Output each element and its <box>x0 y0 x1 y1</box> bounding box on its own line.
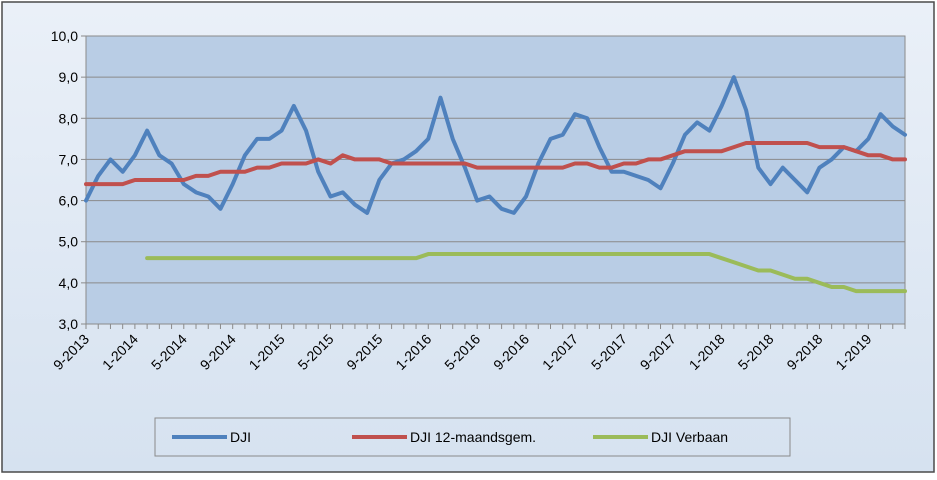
series-line <box>145 252 907 294</box>
y-tick-label: 5,0 <box>59 234 79 250</box>
y-tick-label: 9,0 <box>59 69 79 85</box>
legend-label: DJI <box>230 429 251 445</box>
y-tick-label: 8,0 <box>59 110 79 126</box>
y-tick-label: 4,0 <box>59 275 79 291</box>
plot-area <box>85 35 906 325</box>
series-line <box>84 75 907 215</box>
legend-label: DJI 12-maandsgem. <box>410 429 536 445</box>
legend <box>154 417 791 457</box>
y-tick-label: 10,0 <box>51 28 78 44</box>
y-tick-label: 6,0 <box>59 193 79 209</box>
legend-label: DJI Verbaan <box>651 429 728 445</box>
series-line <box>84 140 907 187</box>
y-tick-label: 3,0 <box>59 316 79 332</box>
y-tick-label: 7,0 <box>59 151 79 167</box>
